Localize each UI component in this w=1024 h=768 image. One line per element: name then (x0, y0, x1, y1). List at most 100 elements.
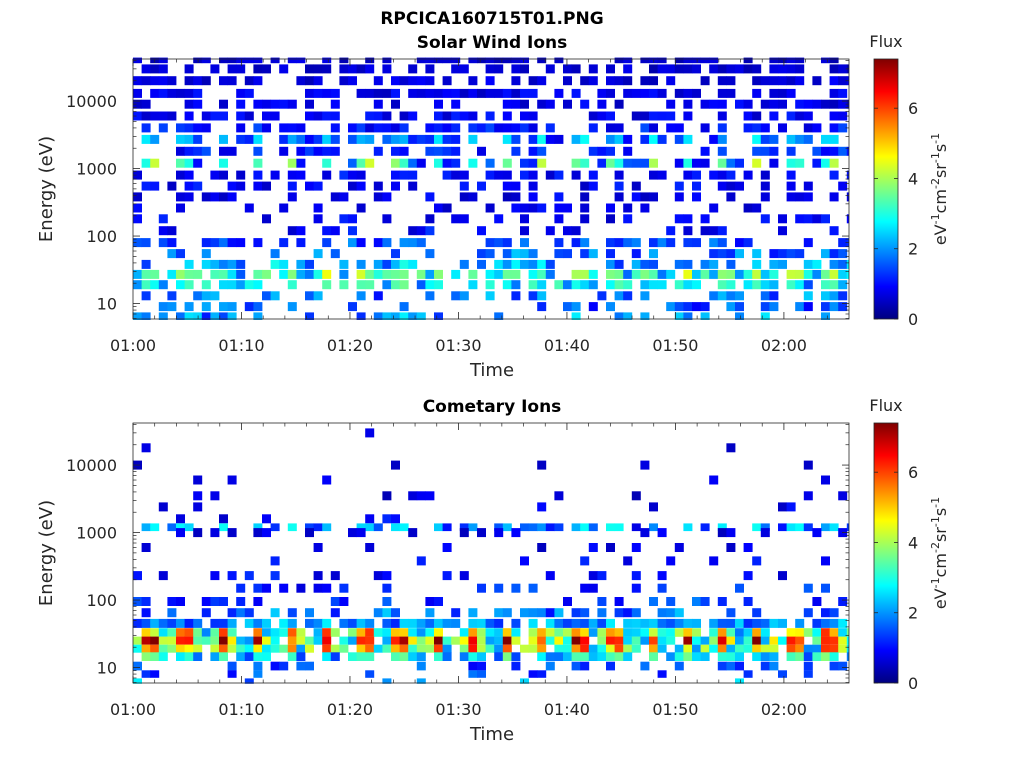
flux-cell (726, 608, 736, 618)
flux-cell (821, 628, 830, 637)
flux-cell (528, 280, 538, 290)
flux-cell (657, 528, 667, 538)
flux-cell (778, 123, 787, 133)
flux-cell (373, 644, 383, 653)
flux-cell (537, 652, 547, 661)
flux-cell (184, 88, 194, 98)
flux-cell (649, 170, 658, 180)
flux-cell (692, 192, 701, 202)
flux-cell (365, 123, 375, 133)
flux-cell (726, 636, 736, 645)
flux-cell (382, 259, 392, 269)
flux-cell (356, 523, 366, 532)
flux-cell (674, 608, 684, 618)
flux-cell (511, 99, 521, 109)
flux-cell (296, 57, 306, 64)
flux-cell (571, 644, 581, 653)
flux-cell (786, 64, 796, 74)
flux-cell (717, 618, 727, 628)
flux-cell (606, 76, 615, 86)
flux-cell (459, 88, 469, 98)
flux-cell (588, 76, 598, 86)
flux-cell (717, 76, 727, 86)
flux-cell (391, 312, 400, 320)
flux-cell (623, 556, 633, 566)
flux-cell (614, 238, 624, 248)
flux-cell (537, 269, 547, 279)
flux-cell (150, 280, 160, 290)
flux-cell (588, 123, 598, 133)
flux-cell (425, 214, 435, 224)
flux-cell (846, 644, 849, 653)
y-tick-label: 1000 (76, 524, 117, 543)
flux-cell (563, 226, 572, 236)
flux-cell (287, 269, 297, 279)
colorbar-tick-label: 6 (908, 99, 918, 118)
flux-cell (339, 269, 349, 279)
flux-cell (606, 146, 615, 156)
flux-cell (580, 134, 590, 144)
flux-cell (322, 523, 332, 532)
flux-cell (399, 312, 409, 320)
flux-cell (803, 192, 813, 202)
flux-cell (227, 636, 237, 645)
flux-cell (838, 618, 848, 628)
flux-cell (803, 111, 813, 121)
flux-cell (760, 652, 770, 661)
flux-cell (597, 618, 607, 628)
flux-cell (838, 111, 848, 121)
flux-cell (666, 269, 676, 279)
flux-cell (649, 238, 658, 248)
flux-cell (477, 670, 486, 678)
flux-cell (141, 443, 151, 453)
flux-cell (717, 170, 727, 180)
flux-cell (752, 636, 762, 645)
flux-cell (451, 88, 461, 98)
flux-cell (158, 502, 168, 512)
flux-cell (829, 628, 839, 637)
flux-cell (502, 57, 512, 64)
flux-cell (537, 636, 547, 645)
flux-cell (735, 269, 744, 279)
flux-cell (571, 88, 581, 98)
flux-cell (313, 249, 323, 259)
flux-cell (270, 636, 280, 645)
flux-cell (236, 652, 246, 661)
flux-cell (184, 170, 194, 180)
y-axis-label: Energy (eV) (36, 500, 57, 606)
flux-cell (459, 170, 469, 180)
flux-cell (735, 249, 744, 259)
y-tick-label: 1000 (76, 160, 117, 179)
colorbar-tick-label: 4 (908, 533, 918, 552)
flux-cell (528, 670, 538, 678)
flux-cell (502, 88, 512, 98)
flux-cell (803, 670, 813, 678)
flux-cell (812, 123, 822, 133)
flux-cell (468, 523, 478, 532)
flux-cell (253, 76, 263, 86)
flux-cell (795, 280, 805, 290)
flux-cell (803, 134, 813, 144)
flux-cell (709, 556, 719, 566)
flux-cell (649, 280, 658, 290)
flux-cell (520, 88, 529, 98)
colorbar-tick-label: 0 (908, 310, 918, 329)
flux-cell (287, 618, 297, 628)
flux-cell (502, 238, 512, 248)
flux-cell (485, 238, 495, 248)
flux-cell (752, 556, 762, 566)
flux-cell (236, 636, 246, 645)
flux-cell (236, 99, 246, 109)
flux-cell (219, 192, 228, 202)
flux-cell (210, 528, 220, 538)
flux-cell (709, 203, 719, 213)
flux-cell (219, 259, 228, 269)
flux-cell (442, 543, 452, 552)
flux-cell (210, 269, 220, 279)
flux-cell (674, 57, 684, 64)
flux-cell (649, 259, 658, 269)
flux-cell (674, 302, 684, 312)
flux-cell (726, 64, 736, 74)
flux-cell (348, 158, 357, 168)
flux-cell (623, 64, 633, 74)
